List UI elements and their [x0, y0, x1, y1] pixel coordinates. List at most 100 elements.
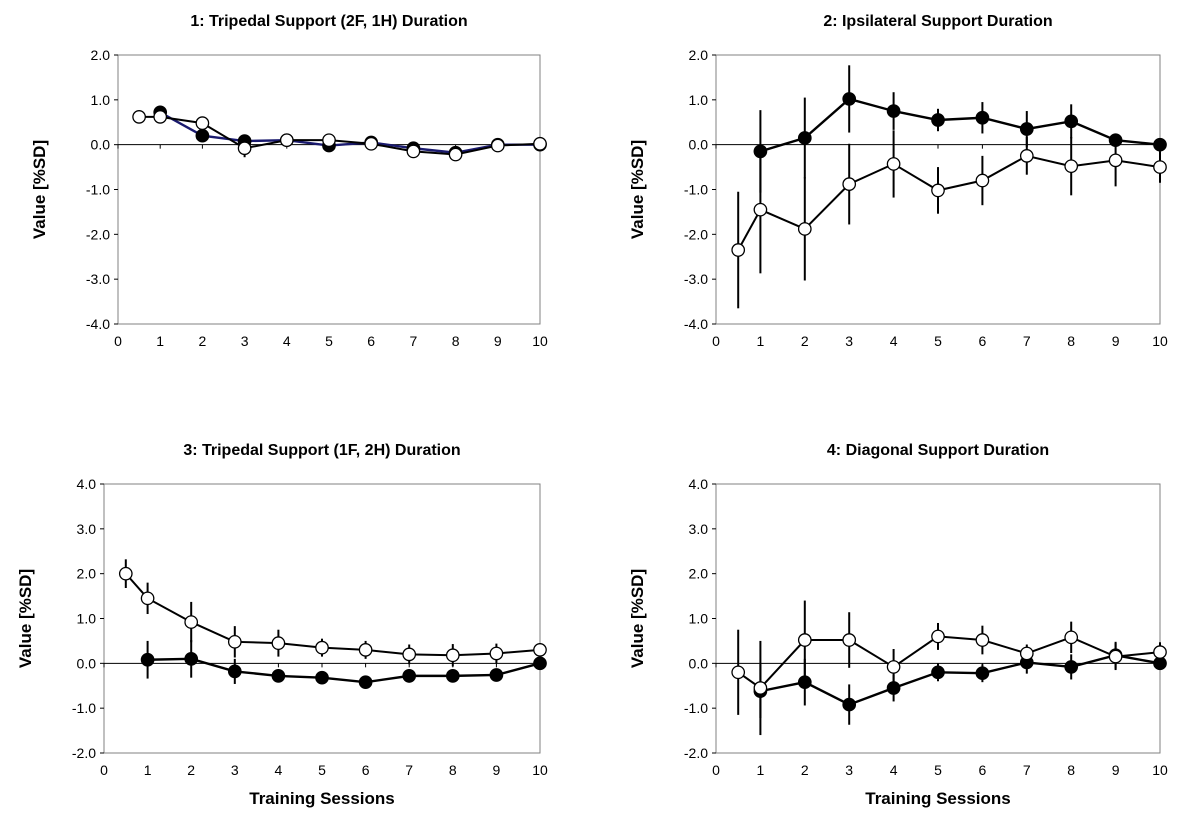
x-tick-label: 0: [712, 333, 720, 349]
data-point-open: [490, 138, 505, 153]
data-point-filled: [1019, 122, 1034, 136]
x-tick-label: 9: [494, 333, 502, 349]
x-tick-label: 6: [979, 762, 987, 778]
x-tick-label: 1: [757, 333, 765, 349]
y-tick-label: 2.0: [91, 47, 111, 63]
data-point-open: [886, 157, 901, 171]
x-tick-label: 3: [241, 333, 249, 349]
y-axis-label: Value [%SD]: [628, 140, 647, 239]
y-tick-label: 1.0: [689, 611, 709, 627]
data-point-filled: [1064, 660, 1079, 674]
data-point-open: [931, 629, 945, 644]
data-point-open: [358, 643, 373, 657]
data-point-open: [237, 141, 252, 156]
x-tick-label: 7: [1023, 333, 1031, 349]
x-tick-label: 10: [532, 333, 548, 349]
chart-panel-2: 2: Ipsilateral Support Duration Value [%S…: [628, 13, 1168, 349]
data-point-open: [1019, 646, 1034, 661]
data-point-open: [1064, 159, 1079, 174]
x-tick-label: 6: [362, 762, 370, 778]
data-point-filled: [271, 669, 286, 683]
y-tick-label: 0.0: [689, 137, 709, 153]
x-tick-label: 7: [405, 762, 413, 778]
data-point-filled: [975, 666, 990, 681]
data-point-open: [731, 665, 746, 680]
x-tick-label: 6: [367, 333, 375, 349]
x-tick-label: 2: [801, 762, 809, 778]
data-point-open: [132, 110, 146, 124]
x-tick-label: 4: [890, 762, 898, 778]
series-filled: [153, 105, 547, 160]
series-line: [737, 154, 1161, 251]
data-point-open: [533, 643, 547, 657]
data-point-open: [842, 177, 857, 191]
x-tick-label: 10: [532, 762, 548, 778]
y-tick-label: -4.0: [684, 316, 708, 332]
y-tick-label: 2.0: [689, 47, 709, 63]
x-axis-label: Training Sessions: [865, 789, 1011, 808]
data-point-open: [753, 681, 768, 695]
series-line: [125, 573, 541, 657]
y-tick-label: 0.0: [91, 137, 111, 153]
data-point-open: [402, 647, 417, 662]
y-tick-label: 2.0: [689, 566, 709, 582]
y-tick-label: -1.0: [86, 182, 110, 198]
y-tick-label: 4.0: [689, 476, 709, 492]
series-open: [118, 559, 547, 667]
data-point-open: [1064, 630, 1079, 645]
y-tick-label: 1.0: [689, 92, 709, 108]
y-tick-label: 4.0: [77, 476, 97, 492]
x-tick-label: 5: [325, 333, 333, 349]
y-tick-label: -1.0: [684, 700, 708, 716]
data-point-open: [753, 202, 768, 217]
series-open: [132, 110, 547, 162]
x-tick-label: 5: [934, 333, 942, 349]
x-tick-label: 3: [845, 762, 853, 778]
data-point-open: [842, 633, 857, 647]
data-point-open: [448, 147, 463, 162]
x-tick-label: 2: [187, 762, 195, 778]
y-tick-label: -3.0: [684, 271, 708, 287]
data-point-open: [322, 133, 336, 148]
plot-frame: [117, 54, 541, 325]
x-tick-label: 0: [114, 333, 122, 349]
data-point-open: [140, 591, 155, 606]
data-point-open: [118, 566, 133, 581]
data-point-open: [364, 136, 379, 151]
x-tick-label: 3: [845, 333, 853, 349]
series-line: [147, 657, 541, 684]
x-tick-label: 9: [1112, 762, 1120, 778]
data-point-open: [731, 243, 746, 257]
plot-frame: [715, 483, 1161, 754]
y-tick-label: -4.0: [86, 316, 110, 332]
y-axis-label: Value [%SD]: [628, 569, 647, 668]
x-tick-label: 7: [410, 333, 418, 349]
data-point-filled: [931, 665, 945, 680]
data-point-open: [184, 615, 199, 629]
x-tick-label: 2: [801, 333, 809, 349]
data-point-filled: [315, 670, 329, 685]
chart-title: 3: Tripedal Support (1F, 2H) Duration: [183, 442, 460, 459]
data-point-filled: [533, 656, 547, 671]
chart-title: 2: Ipsilateral Support Duration: [823, 13, 1052, 30]
y-axis-label: Value [%SD]: [16, 569, 35, 668]
x-axis-label: Training Sessions: [249, 789, 395, 808]
x-tick-label: 8: [449, 762, 457, 778]
y-tick-label: -2.0: [86, 226, 110, 242]
data-point-filled: [842, 697, 857, 712]
data-point-open: [279, 133, 294, 148]
data-point-filled: [931, 113, 945, 127]
x-tick-label: 4: [275, 762, 283, 778]
y-axis-label: Value [%SD]: [30, 140, 49, 239]
y-tick-label: 1.0: [91, 92, 111, 108]
x-tick-label: 1: [144, 762, 152, 778]
y-tick-label: -1.0: [684, 182, 708, 198]
data-point-filled: [842, 92, 857, 106]
x-tick-label: 8: [1067, 762, 1075, 778]
series-filled: [753, 65, 1167, 193]
data-point-filled: [358, 675, 373, 690]
data-point-filled: [195, 128, 210, 143]
y-tick-label: 0.0: [689, 655, 709, 671]
data-point-open: [975, 173, 990, 188]
